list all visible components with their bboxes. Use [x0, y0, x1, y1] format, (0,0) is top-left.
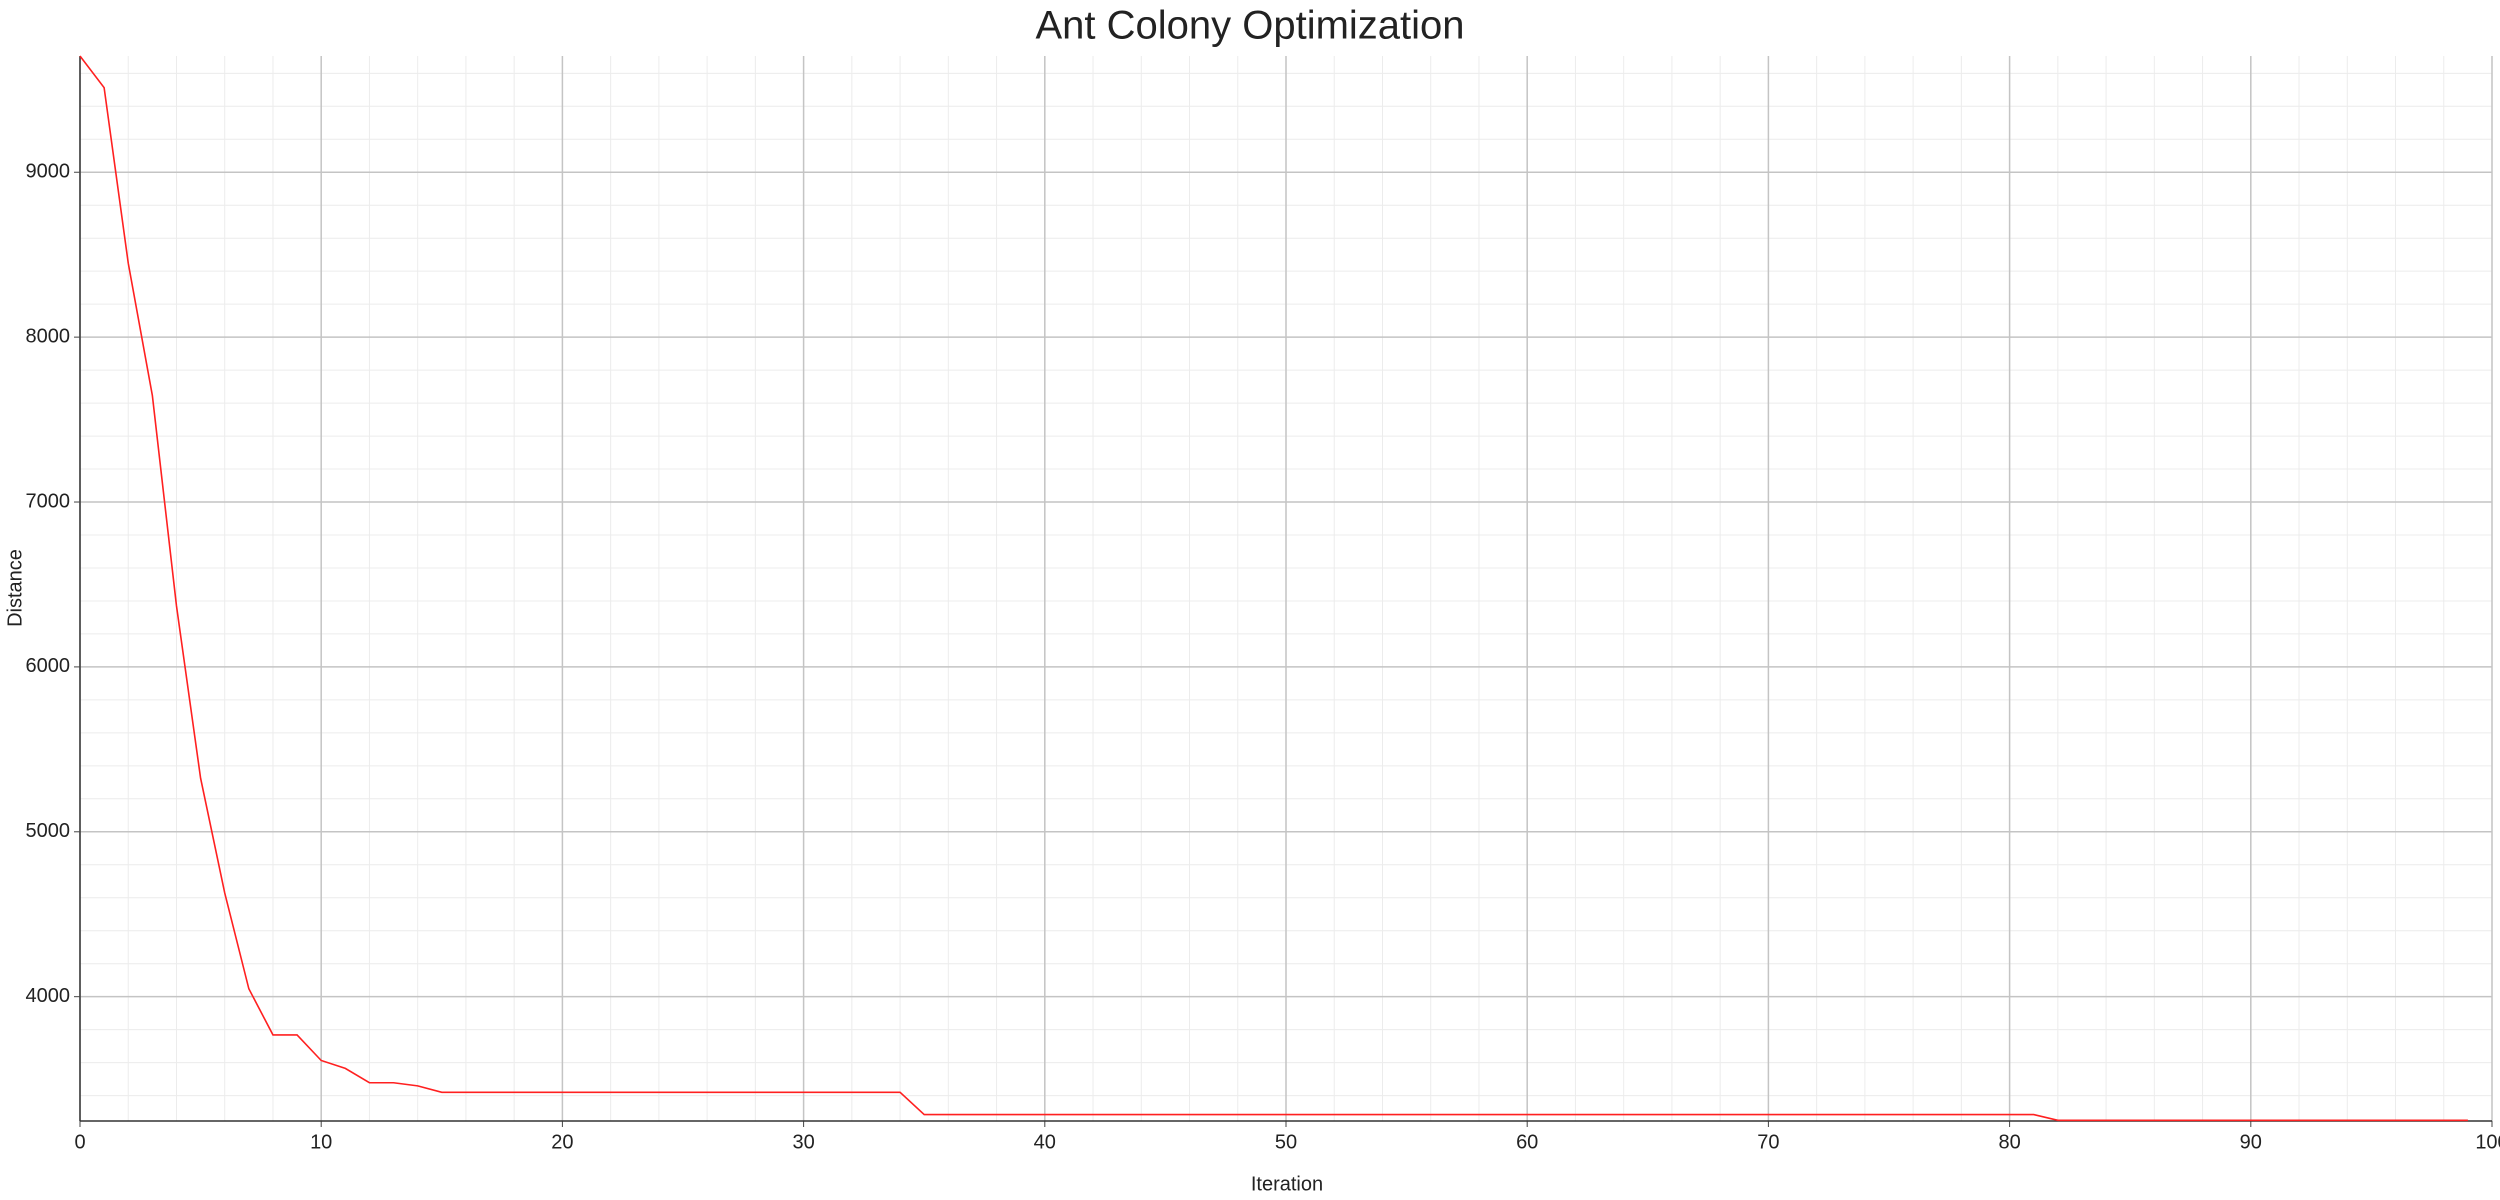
y-tick-label: 9000 — [26, 161, 71, 183]
chart-title: Ant Colony Optimization — [1035, 4, 1464, 48]
y-tick-label: 8000 — [26, 325, 71, 347]
data-line — [79, 55, 2468, 1122]
x-tick-label: 80 — [1998, 1131, 2020, 1153]
x-tick-label: 70 — [1757, 1131, 1779, 1153]
x-tick-label: 40 — [1034, 1131, 1056, 1153]
x-axis-label: Iteration — [1251, 1173, 1323, 1195]
x-tick-label: 20 — [551, 1131, 573, 1153]
x-tick-label: 50 — [1275, 1131, 1297, 1153]
x-tick-label: 100 — [2475, 1131, 2500, 1153]
y-tick-label: 6000 — [26, 655, 71, 677]
y-tick-label: 4000 — [26, 985, 71, 1007]
x-tick-label: 0 — [74, 1131, 85, 1153]
x-tick-label: 30 — [792, 1131, 814, 1153]
x-tick-label: 60 — [1516, 1131, 1538, 1153]
x-tick-label: 10 — [310, 1131, 332, 1153]
x-tick-label: 90 — [2240, 1131, 2262, 1153]
y-axis-label: Distance — [4, 549, 26, 627]
y-tick-label: 5000 — [26, 820, 71, 842]
y-tick-label: 7000 — [26, 490, 71, 512]
